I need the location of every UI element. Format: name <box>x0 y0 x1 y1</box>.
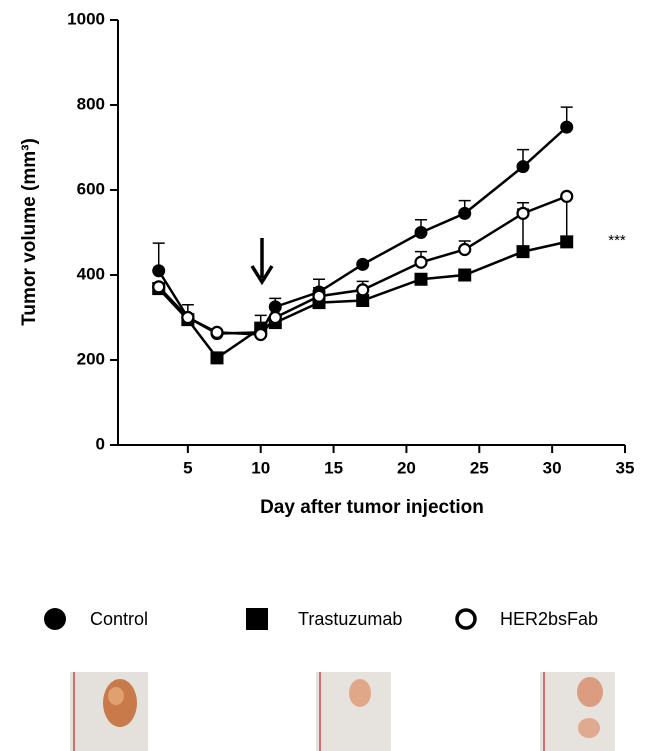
data-point <box>517 245 530 258</box>
data-point <box>518 208 529 219</box>
y-axis-label: Tumor volume (mm³) <box>19 138 40 326</box>
x-tick-label: 35 <box>616 458 635 477</box>
x-tick-label: 25 <box>470 458 489 477</box>
error-bar <box>561 196 573 241</box>
data-point <box>561 191 572 202</box>
legend-label: HER2bsFab <box>500 609 598 629</box>
x-tick-label: 5 <box>183 458 192 477</box>
x-tick-label: 10 <box>251 458 270 477</box>
data-point <box>458 269 471 282</box>
y-tick-label: 1000 <box>67 9 105 28</box>
legend-label: Trastuzumab <box>298 609 402 629</box>
legend-label: Control <box>90 609 148 629</box>
data-point <box>415 226 428 239</box>
y-tick-label: 800 <box>77 94 105 113</box>
data-point <box>560 121 573 134</box>
y-tick-label: 400 <box>77 264 105 283</box>
treatment-arrow <box>252 238 272 282</box>
data-point <box>182 312 193 323</box>
significance-annotation: *** <box>608 232 626 249</box>
data-point <box>212 327 223 338</box>
x-tick-label: 15 <box>324 458 343 477</box>
data-point <box>152 264 165 277</box>
data-point <box>458 207 471 220</box>
x-axis-label: Day after tumor injection <box>260 497 484 518</box>
tumor-photos <box>70 672 615 751</box>
data-point <box>416 257 427 268</box>
legend-marker <box>457 610 475 628</box>
legend-marker <box>44 608 66 630</box>
data-point <box>211 351 224 364</box>
data-point <box>314 291 325 302</box>
legend-marker <box>246 608 268 630</box>
data-point <box>153 281 164 292</box>
data-point <box>517 160 530 173</box>
x-tick-label: 20 <box>397 458 416 477</box>
data-point <box>560 235 573 248</box>
data-point <box>459 244 470 255</box>
data-point <box>356 258 369 271</box>
data-point <box>255 329 266 340</box>
data-point <box>270 312 281 323</box>
y-tick-label: 0 <box>96 434 105 453</box>
x-tick-label: 30 <box>543 458 562 477</box>
y-tick-label: 200 <box>77 349 105 368</box>
data-point <box>357 284 368 295</box>
chart: Tumor volume (mm³) Day after tumor injec… <box>0 0 657 751</box>
y-tick-label: 600 <box>77 179 105 198</box>
data-point <box>415 273 428 286</box>
